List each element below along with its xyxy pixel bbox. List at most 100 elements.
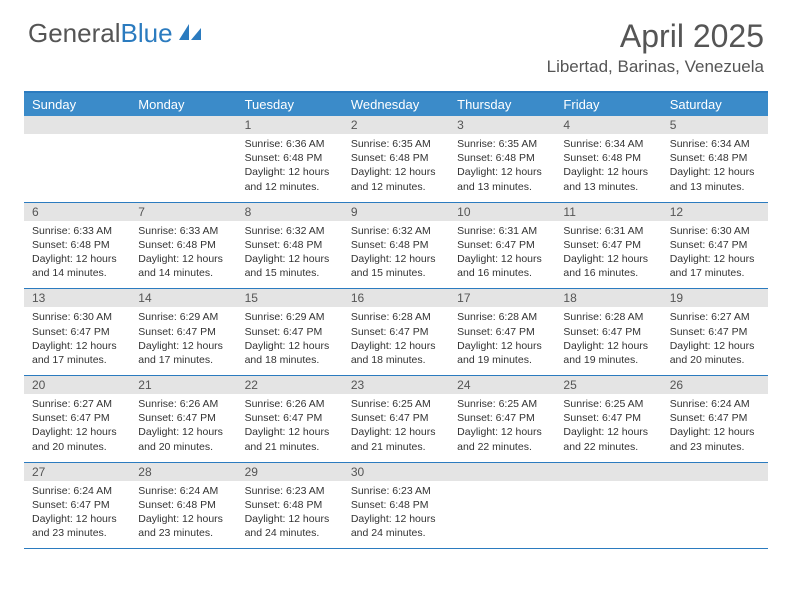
daylight: Daylight: 12 hours and 19 minutes. [457,339,547,367]
day-number [449,463,555,481]
info-row: Sunrise: 6:27 AMSunset: 6:47 PMDaylight:… [24,394,768,462]
day-info: Sunrise: 6:32 AMSunset: 6:48 PMDaylight:… [343,221,449,289]
daylight: Daylight: 12 hours and 23 minutes. [138,512,228,540]
day-header: Thursday [449,93,555,116]
daylight: Daylight: 12 hours and 18 minutes. [245,339,335,367]
sunset: Sunset: 6:47 PM [670,411,760,425]
sunset: Sunset: 6:48 PM [245,238,335,252]
day-number: 9 [343,203,449,221]
day-info [130,134,236,202]
day-number: 22 [237,376,343,394]
sunrise: Sunrise: 6:27 AM [670,310,760,324]
day-header: Friday [555,93,661,116]
week-row: 12345Sunrise: 6:36 AMSunset: 6:48 PMDayl… [24,116,768,203]
sunset: Sunset: 6:48 PM [457,151,547,165]
day-number: 28 [130,463,236,481]
sunset: Sunset: 6:47 PM [457,325,547,339]
sunrise: Sunrise: 6:23 AM [245,484,335,498]
logo: GeneralBlue [28,18,203,49]
day-number: 27 [24,463,130,481]
sunrise: Sunrise: 6:26 AM [245,397,335,411]
logo-text-2: Blue [121,18,173,49]
sunset: Sunset: 6:47 PM [245,325,335,339]
day-number [555,463,661,481]
week-row: 6789101112Sunrise: 6:33 AMSunset: 6:48 P… [24,203,768,290]
daylight: Daylight: 12 hours and 17 minutes. [138,339,228,367]
day-number: 30 [343,463,449,481]
day-number: 24 [449,376,555,394]
daynum-row: 6789101112 [24,203,768,221]
day-info [449,481,555,549]
sunrise: Sunrise: 6:29 AM [245,310,335,324]
day-number: 11 [555,203,661,221]
sunset: Sunset: 6:47 PM [670,238,760,252]
sunset: Sunset: 6:48 PM [138,238,228,252]
day-info: Sunrise: 6:24 AMSunset: 6:47 PMDaylight:… [24,481,130,549]
day-number: 5 [662,116,768,134]
daylight: Daylight: 12 hours and 20 minutes. [670,339,760,367]
day-info: Sunrise: 6:25 AMSunset: 6:47 PMDaylight:… [343,394,449,462]
info-row: Sunrise: 6:36 AM Sunset: 6:48 PM Daylight:… [24,134,768,202]
info-row: Sunrise: 6:30 AMSunset: 6:47 PMDaylight:… [24,307,768,375]
day-number: 10 [449,203,555,221]
day-info: Sunrise: 6:29 AMSunset: 6:47 PMDaylight:… [130,307,236,375]
daylight: Daylight: 12 hours and 24 minutes. [351,512,441,540]
day-header: Sunday [24,93,130,116]
day-info: Sunrise: 6:23 AMSunset: 6:48 PMDaylight:… [237,481,343,549]
day-info: Sunrise: 6:24 AMSunset: 6:48 PMDaylight:… [130,481,236,549]
daylight: Daylight: 12 hours and 17 minutes. [32,339,122,367]
sunrise: Sunrise: 6:25 AM [563,397,653,411]
day-number: 29 [237,463,343,481]
sunset: Sunset: 6:47 PM [32,411,122,425]
sunset: Sunset: 6:47 PM [457,238,547,252]
day-number: 23 [343,376,449,394]
daylight: Daylight: 12 hours and 13 minutes. [563,165,653,193]
day-info [24,134,130,202]
day-number: 4 [555,116,661,134]
daylight: Daylight: 12 hours and 15 minutes. [245,252,335,280]
day-number: 8 [237,203,343,221]
day-info: Sunrise: 6:24 AMSunset: 6:47 PMDaylight:… [662,394,768,462]
daylight: Daylight: 12 hours and 22 minutes. [457,425,547,453]
sunrise: Sunrise: 6:36 AM [245,137,335,151]
day-info: Sunrise: 6:33 AMSunset: 6:48 PMDaylight:… [24,221,130,289]
sunrise: Sunrise: 6:25 AM [351,397,441,411]
day-header: Wednesday [343,93,449,116]
logo-sail-icon [177,18,203,49]
title-block: April 2025 Libertad, Barinas, Venezuela [547,18,764,77]
sunrise: Sunrise: 6:28 AM [563,310,653,324]
sunrise: Sunrise: 6:33 AM [32,224,122,238]
daylight: Daylight: 12 hours and 16 minutes. [457,252,547,280]
daynum-row: 13141516171819 [24,289,768,307]
sunset: Sunset: 6:48 PM [138,498,228,512]
sunrise: Sunrise: 6:23 AM [351,484,441,498]
sunset: Sunset: 6:47 PM [351,325,441,339]
day-info: Sunrise: 6:25 AMSunset: 6:47 PMDaylight:… [555,394,661,462]
sunset: Sunset: 6:47 PM [670,325,760,339]
day-number [662,463,768,481]
day-info: Sunrise: 6:27 AMSunset: 6:47 PMDaylight:… [24,394,130,462]
sunset: Sunset: 6:48 PM [245,498,335,512]
daylight: Daylight: 12 hours and 12 minutes. [351,165,441,193]
day-info: Sunrise: 6:31 AMSunset: 6:47 PMDaylight:… [555,221,661,289]
sunrise: Sunrise: 6:31 AM [563,224,653,238]
sunset: Sunset: 6:47 PM [245,411,335,425]
sunrise: Sunrise: 6:32 AM [245,224,335,238]
daylight: Daylight: 12 hours and 20 minutes. [32,425,122,453]
day-info: Sunrise: 6:33 AMSunset: 6:48 PMDaylight:… [130,221,236,289]
day-number: 14 [130,289,236,307]
daylight: Daylight: 12 hours and 15 minutes. [351,252,441,280]
day-number: 2 [343,116,449,134]
sunrise: Sunrise: 6:30 AM [32,310,122,324]
daylight: Daylight: 12 hours and 23 minutes. [670,425,760,453]
day-info: Sunrise: 6:28 AMSunset: 6:47 PMDaylight:… [343,307,449,375]
day-number: 26 [662,376,768,394]
info-row: Sunrise: 6:24 AMSunset: 6:47 PMDaylight:… [24,481,768,549]
sunrise: Sunrise: 6:28 AM [351,310,441,324]
day-info [555,481,661,549]
header: GeneralBlue April 2025 Libertad, Barinas… [0,0,792,85]
info-row: Sunrise: 6:33 AMSunset: 6:48 PMDaylight:… [24,221,768,289]
daylight: Daylight: 12 hours and 20 minutes. [138,425,228,453]
sunset: Sunset: 6:47 PM [457,411,547,425]
daylight: Daylight: 12 hours and 12 minutes. [245,165,335,193]
